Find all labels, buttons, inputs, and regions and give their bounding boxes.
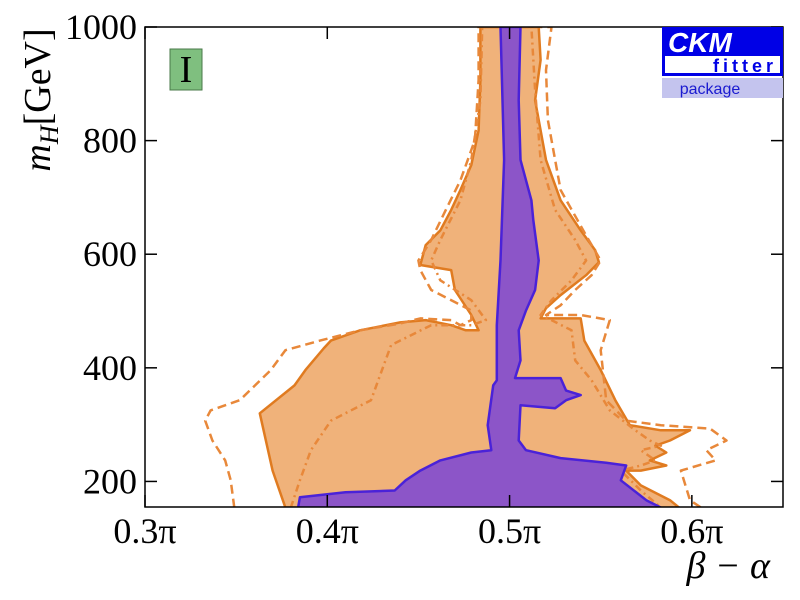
y-tick-label: 400 [83,348,137,388]
x-tick-label: 0.5π [478,511,541,551]
y-axis-label-unit: [GeV] [17,28,59,125]
ticks: 200 400 600 800 1000 0.3π 0.4π 0.5π 0.6π [65,7,783,551]
panel-label: I [180,49,193,91]
panel-label-box [169,48,203,91]
plot-frame [144,26,784,508]
y-axis-label-symbol: m [17,144,59,171]
logo-footer-text: package [680,81,741,98]
regions [203,27,728,507]
region-filled [258,27,692,507]
y-tick-label: 800 [83,121,137,161]
logo-footer [662,78,783,98]
y-axis-label-sub: H [35,124,64,145]
y-tick-label: 200 [83,461,137,501]
x-tick-label: 0.6π [660,511,723,551]
logo-strip [665,56,780,73]
y-tick-label: 600 [83,234,137,274]
region-dashed [203,27,728,507]
y-axis-label: mH[GeV] [17,28,64,171]
logo-title: CKM [668,27,732,58]
x-axis-label: β − α [685,545,771,587]
logo-subtitle: fitter [713,56,777,76]
y-tick-label: 1000 [65,7,137,47]
region-filled [296,27,662,507]
x-tick-label: 0.4π [296,511,359,551]
x-tick-label: 0.3π [113,511,176,551]
logo: CKM fitter package [662,27,783,98]
